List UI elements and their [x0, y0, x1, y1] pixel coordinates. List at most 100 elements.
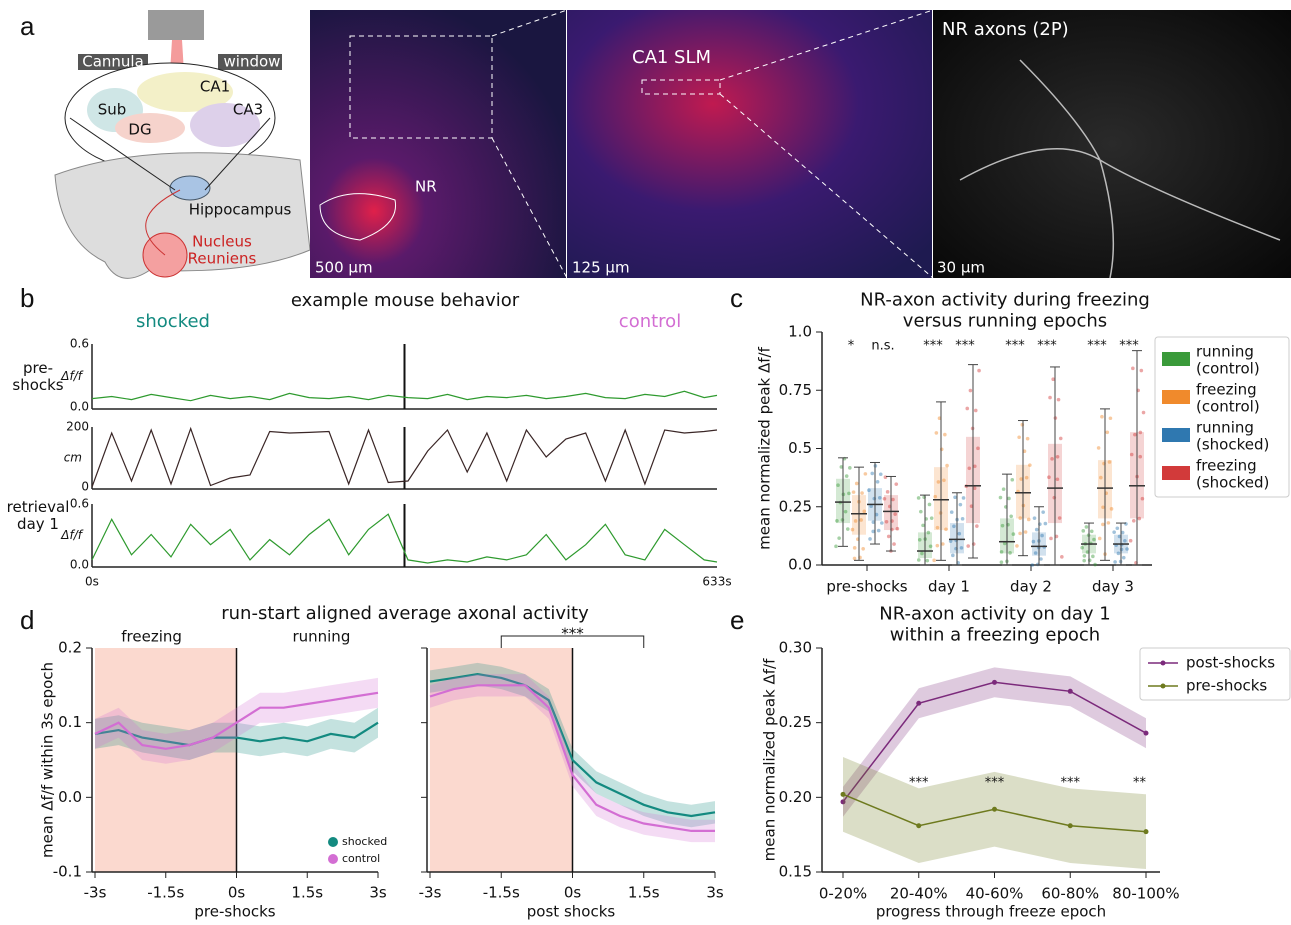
dot-decor — [879, 472, 883, 476]
significance: *** — [1037, 339, 1057, 354]
y-tick-label: 0.15 — [779, 863, 812, 881]
point — [916, 823, 921, 828]
dot-decor — [1018, 516, 1022, 520]
dot-decor — [1116, 526, 1120, 530]
dot-decor — [1122, 556, 1126, 560]
dot-decor — [1117, 552, 1121, 556]
x-label: pre-shocks — [194, 903, 275, 921]
point — [1068, 823, 1073, 828]
dot-decor — [834, 545, 838, 549]
label: Sub — [98, 101, 127, 119]
legend-swatch — [1162, 428, 1190, 442]
dot-decor — [871, 530, 875, 534]
dot-decor — [929, 544, 933, 548]
dot-decor — [1100, 415, 1104, 419]
x-tick-label: 1.5s — [628, 884, 660, 902]
dot-decor — [1050, 457, 1054, 461]
dot-decor — [941, 542, 945, 546]
dot-decor — [1024, 530, 1028, 534]
dot-decor — [1098, 537, 1102, 541]
y-tick-label: 0.30 — [779, 639, 812, 657]
dot-decor — [932, 559, 936, 563]
dot-decor — [1031, 563, 1035, 567]
dot-decor — [1008, 551, 1012, 555]
dot-decor — [960, 546, 964, 550]
dot-decor — [1129, 539, 1133, 543]
dot-decor — [1088, 558, 1092, 562]
dot-decor — [1107, 521, 1111, 525]
x-tick-label: 3s — [369, 884, 387, 902]
y-tick-label: 0.75 — [779, 381, 812, 399]
legend-label: running(control) — [1196, 342, 1260, 377]
x-tick-label: 60-80% — [1041, 885, 1099, 903]
dot-decor — [892, 542, 896, 546]
dot-decor — [1018, 532, 1022, 536]
y-label: cm — [64, 451, 82, 465]
dot-decor — [917, 496, 921, 500]
significance: n.s. — [871, 339, 894, 354]
hippocampus — [170, 176, 210, 200]
significance: *** — [909, 776, 929, 791]
dot-decor — [1138, 455, 1142, 459]
dot-decor — [1123, 539, 1127, 543]
schematic: Cannula window Sub CA1 CA3 DG Hippocampu… — [55, 10, 310, 278]
dot-decor — [844, 510, 848, 514]
dot-decor — [918, 538, 922, 542]
y-label: mean normalized peak Δf/f — [761, 658, 779, 861]
dot-decor — [864, 472, 868, 476]
dot-decor — [1140, 369, 1144, 373]
dot-decor — [1112, 530, 1116, 534]
dot-decor — [917, 558, 921, 562]
dot-decor — [1033, 516, 1037, 520]
dot-decor — [896, 527, 900, 531]
image — [933, 10, 1291, 278]
x-tick-label: -3s — [84, 884, 107, 902]
dot-decor — [1000, 560, 1004, 564]
legend-label: control — [342, 852, 380, 865]
dot-decor — [859, 518, 863, 522]
dot-decor — [973, 464, 977, 468]
dot-decor — [861, 547, 865, 551]
dot-decor — [1007, 497, 1011, 501]
image-label: CA1 SLM — [632, 47, 711, 68]
dot-decor — [1049, 537, 1053, 541]
dot-decor — [1085, 525, 1089, 529]
significance: *** — [1119, 339, 1139, 354]
dot-decor — [977, 369, 981, 373]
dot-decor — [930, 516, 934, 520]
scale-bar: 30 µm — [937, 259, 985, 277]
dot-decor — [943, 433, 947, 437]
dot-decor — [1032, 540, 1036, 544]
dot-decor — [927, 531, 931, 535]
region-label: freezing — [121, 628, 182, 646]
dot-decor — [1099, 476, 1103, 480]
dot-decor — [1083, 554, 1087, 558]
dot-decor — [976, 447, 980, 451]
y-tick-label: 200 — [66, 420, 89, 434]
dot-decor — [1139, 431, 1143, 435]
region-label: running — [292, 628, 350, 646]
dot-decor — [933, 495, 937, 499]
dot-decor — [1125, 547, 1129, 551]
point — [992, 807, 997, 812]
x-tick-label: day 2 — [1010, 578, 1052, 596]
panel-label: e — [730, 605, 744, 635]
x-label: progress through freeze epoch — [876, 903, 1106, 921]
legend-swatch — [328, 854, 338, 864]
dot-decor — [883, 497, 887, 501]
dot-decor — [1051, 377, 1055, 381]
dot-decor — [1044, 522, 1048, 526]
dot-decor — [835, 519, 839, 523]
dot-decor — [872, 497, 876, 501]
dot-decor — [1026, 437, 1030, 441]
dot-decor — [1082, 559, 1086, 563]
dot-decor — [1040, 534, 1044, 538]
point — [841, 792, 846, 797]
dot-decor — [1057, 398, 1061, 402]
y-tick-label: 0.0 — [70, 400, 89, 414]
dot-decor — [942, 479, 946, 483]
dot-decor — [935, 431, 939, 435]
image-label: NR — [415, 178, 437, 196]
group-label: control — [619, 311, 681, 332]
dot-decor — [966, 544, 970, 548]
